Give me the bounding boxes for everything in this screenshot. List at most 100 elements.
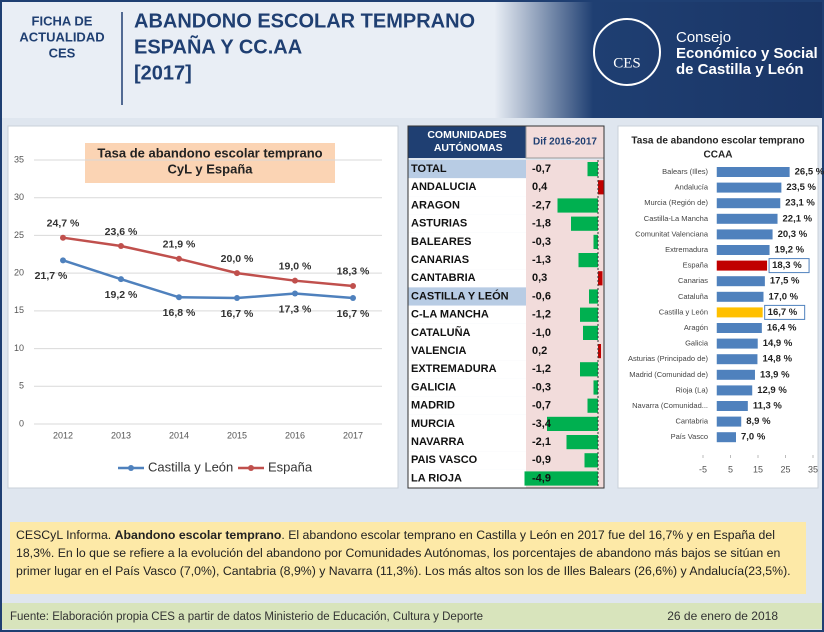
value-label: 7,0 % [741,432,766,443]
point [176,255,182,262]
footer-source: Fuente: Elaboración propia CES a partir … [10,611,483,623]
logo [593,18,661,86]
category-label: Cataluña [678,292,709,301]
label-cell [408,269,526,288]
x-tick-label: 25 [780,464,790,474]
bar [571,216,598,231]
value-label: 19,2 % [105,289,138,301]
value-label: 20,3 % [778,229,808,240]
value-label: 16,7 % [221,308,254,320]
x-tick-label: 2015 [227,430,247,440]
value-label: 14,9 % [763,338,793,349]
value-label: 0,4 [532,181,548,193]
bar [589,289,598,304]
value-label: 0,3 [532,272,547,284]
title: ABANDONO ESCOLAR TEMPRANO [134,10,475,32]
bar [716,213,778,224]
x-tick-label: 5 [728,464,733,474]
kicker: FICHA DE [32,13,93,28]
label-cell [408,360,526,379]
row-label: MADRID [411,400,455,412]
value-label: 13,9 % [760,369,790,380]
legend-dot [128,465,134,471]
x-tick-label: 35 [808,464,818,474]
value-label: 21,7 % [35,270,68,282]
bar [716,198,781,209]
kicker: ACTUALIDAD [19,29,104,44]
org-name: Económico y Social [676,45,818,62]
x-tick-label: 2013 [111,430,131,440]
bar [593,234,598,249]
point [350,295,356,302]
category-label: Canarias [678,276,708,285]
point [234,295,240,302]
table-header: Dif 2016-2017 [533,137,597,148]
footer-bg [0,603,824,629]
label-cell [408,232,526,251]
category-label: Murcia (Región de) [644,198,708,207]
value-label: -0,3 [532,381,551,393]
x-tick-label: 2014 [169,430,189,440]
value-label: 20,0 % [221,253,254,265]
bar [716,401,748,411]
value-label: 17,3 % [279,303,312,315]
label-cell [408,342,526,361]
line [62,259,354,300]
category-label: Asturias (Principado de) [628,354,709,363]
category-label: Castilla-La Mancha [644,214,709,223]
footer-date: 26 de enero de 2018 [667,609,778,623]
bar [716,245,770,255]
x-tick-label: -5 [699,464,707,474]
row-label: ANDALUCIA [411,181,476,193]
chart-title: Tasa de abandono escolar temprano [97,145,322,160]
value-label: 23,6 % [105,226,138,238]
label-cell [408,305,526,324]
legend-label: España [268,459,313,474]
row-label: CANARIAS [411,254,469,266]
row-label: CASTILLA Y LEÓN [411,289,509,302]
value-label: -0,7 [532,400,551,412]
point [60,257,66,264]
y-tick-label: 15 [14,305,24,315]
value-label: 18,3 % [772,260,802,271]
org-name: de Castilla y León [676,61,804,78]
chart-title: CCAA [704,150,733,161]
value-label: 16,8 % [163,307,196,319]
row-label: CANTABRIA [411,272,476,284]
value-label: 22,1 % [783,213,813,224]
label-cell [408,451,526,470]
y-tick-label: 25 [14,230,24,240]
row-label: BALEARES [411,236,472,248]
label-box [764,304,806,320]
value-label: 16,7 % [337,308,370,320]
y-tick-label: 0 [19,418,24,428]
value-label: 19,2 % [775,245,805,256]
label-cell [408,323,526,342]
y-tick-label: 30 [14,192,24,202]
value-label: -2,7 [532,199,551,211]
value-label: 18,3 % [337,266,370,278]
bar [566,435,598,450]
chart-title: Tasa de abandono escolar temprano [631,136,804,147]
category-label: Galicia [685,339,709,348]
category-label: Cantabria [675,417,708,426]
bar [598,344,601,359]
category-label: Andalucía [675,183,709,192]
value-label: -0,6 [532,290,551,302]
value-label: -0,7 [532,163,551,175]
category-label: España [683,261,709,270]
value-label: -1,3 [532,254,551,266]
row-label: ARAGON [411,199,460,211]
point [234,270,240,277]
row-label: ASTURIAS [411,218,467,230]
row-label: PAIS VASCO [411,454,478,466]
value-label: 17,5 % [770,276,800,287]
bar [547,416,598,431]
bar [716,307,763,318]
value-label: 24,7 % [47,217,80,229]
row-label: EXTREMADURA [411,363,497,375]
y-tick-label: 35 [14,154,24,164]
value-label: 14,8 % [762,354,792,365]
label-cell [408,196,526,215]
